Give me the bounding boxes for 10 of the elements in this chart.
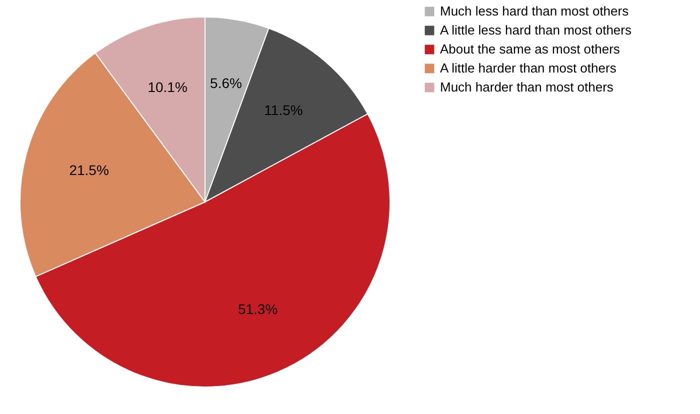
legend-label: A little less hard than most others bbox=[440, 22, 632, 38]
data-label: 11.5% bbox=[264, 102, 303, 118]
legend-label: Much less hard than most others bbox=[440, 4, 630, 18]
data-label: 5.6% bbox=[210, 74, 242, 91]
legend-label: About the same as most others bbox=[440, 42, 620, 56]
legend-label: Much harder than most others bbox=[440, 80, 614, 94]
data-label: 21.5% bbox=[69, 162, 109, 178]
legend-label: A little harder than most others bbox=[440, 60, 617, 76]
data-label: 51.3% bbox=[238, 300, 278, 317]
data-label: 10.1% bbox=[148, 78, 188, 95]
